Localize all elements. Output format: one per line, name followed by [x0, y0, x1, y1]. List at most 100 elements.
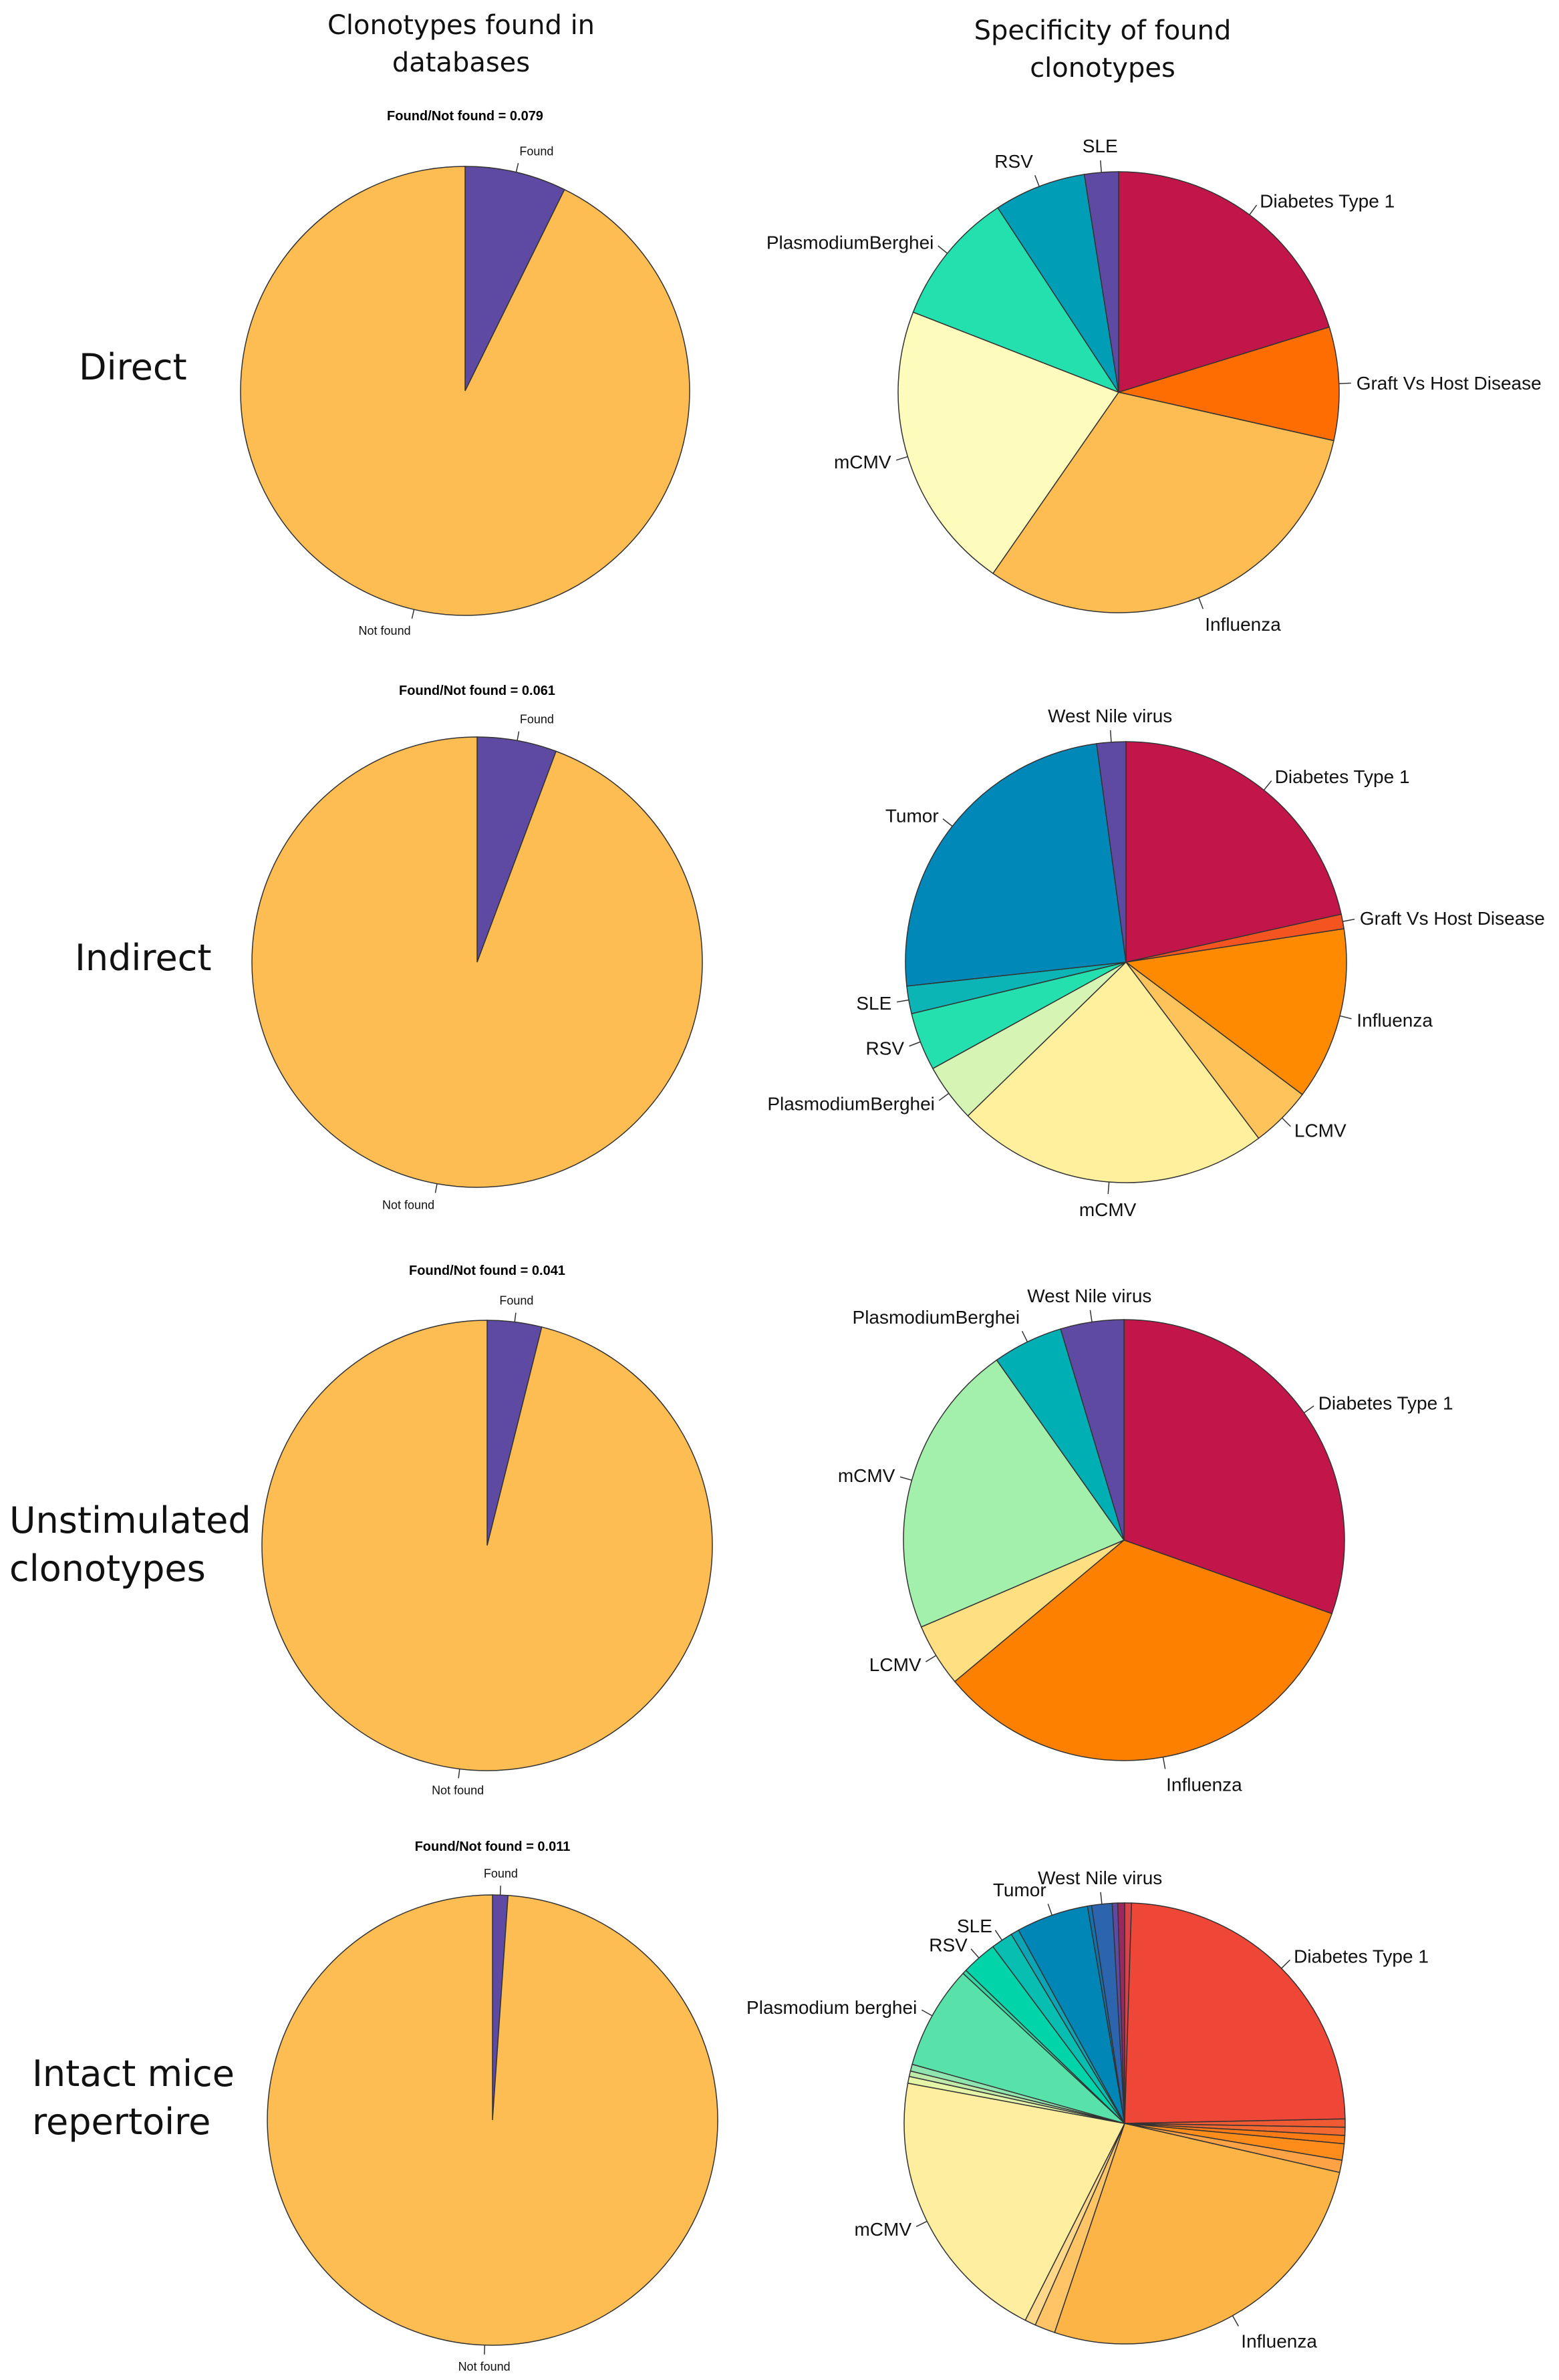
pie-4-tick-diabetes-type-1 — [1263, 780, 1272, 791]
row-label-unstimulated: Unstimulated clonotypes — [9, 1499, 251, 1590]
pie-6-tick-lcmv — [926, 1655, 937, 1662]
pie-6-slice-west-nile-virus — [1060, 1319, 1125, 1541]
pie-5-label-not-found: Not found — [432, 1784, 484, 1797]
pie-4-label-plasmodiumberghei: PlasmodiumBerghei — [767, 1094, 935, 1114]
pie-2-label-diabetes-type-1: Diabetes Type 1 — [1260, 190, 1395, 211]
pie-4-label-graft-vs-host-disease: Graft Vs Host Disease — [1360, 908, 1545, 929]
pie-4-label-west-nile-virus: West Nile virus — [1048, 706, 1172, 726]
pie-4-label-lcmv: LCMV — [1294, 1120, 1347, 1141]
pie-8-slice-influenza — [1054, 2123, 1340, 2345]
pie-4-label-tumor: Tumor — [885, 805, 939, 826]
pie-1-label-not-found: Not found — [359, 624, 411, 637]
pie-6-slice-mcmv — [903, 1359, 1125, 1628]
pie-6-label-influenza: Influenza — [1166, 1775, 1242, 1795]
row-label-intact: Intact mice repertoire — [32, 2053, 235, 2143]
pie-6-label-mcmv: mCMV — [838, 1465, 895, 1486]
pie-chart-3: Found Not found Found/Not found = 0.061 — [251, 684, 703, 1212]
pie-3-label-not-found: Not found — [382, 1199, 434, 1212]
pie-1-slice-not-found — [240, 166, 690, 616]
pie-7-label-found: Found — [484, 1867, 518, 1880]
pie-2-tick-influenza — [1198, 597, 1204, 609]
pie-4-label-influenza: Influenza — [1357, 1010, 1433, 1031]
pie-8-slice-plasmodium-berghei — [911, 1972, 1125, 2124]
pie-2-tick-rsv — [1034, 175, 1040, 187]
pie-2-tick-mcmv — [895, 456, 908, 461]
pie-3-label-found: Found — [520, 713, 554, 726]
pie-6-label-lcmv: LCMV — [869, 1654, 922, 1675]
pie-8-label-rsv: RSV — [929, 1935, 968, 1956]
left-column-header: Clonotypes found in databases — [327, 10, 595, 78]
pie-2-label-mcmv: mCMV — [834, 452, 891, 472]
pie-8-slice-mcmv — [903, 2082, 1126, 2321]
pie-4-tick-lcmv — [1282, 1117, 1291, 1127]
right-column-header: Specificity of found clonotypes — [974, 15, 1232, 84]
pie-4-slice-mcmv — [967, 961, 1260, 1183]
pie-1-slice-found — [464, 166, 565, 392]
pie-3-title: Found/Not found = 0.061 — [399, 684, 555, 698]
pie-2-tick-plasmodiumberghei — [938, 245, 948, 254]
pie-chart-6: Diabetes Type 1 Influenza LCMV mCMV Plasmodi… — [838, 1286, 1453, 1795]
pie-8-slice-minor-24 — [1117, 1902, 1125, 2124]
pie-4-label-sle: SLE — [856, 993, 891, 1014]
pie-3-slice-not-found — [251, 736, 703, 1188]
pie-2-tick-graft-vs-host-disease — [1338, 382, 1351, 384]
pie-8-label-sle: SLE — [957, 1916, 992, 1936]
pie-8-tick-west-nile-virus — [1100, 1892, 1103, 1904]
pie-2-label-influenza: Influenza — [1205, 614, 1281, 635]
pie-2-label-rsv: RSV — [994, 151, 1033, 172]
pie-4-tick-graft-vs-host-disease — [1342, 919, 1355, 922]
pie-chart-4: Diabetes Type 1 Graft Vs Host Disease Infl… — [767, 706, 1545, 1220]
pie-7-label-not-found: Not found — [458, 2360, 511, 2373]
pie-8-label-west-nile-virus: West Nile virus — [1038, 1868, 1162, 1888]
pie-6-tick-diabetes-type-1 — [1304, 1405, 1314, 1414]
pie-8-label-tumor: Tumor — [993, 1880, 1046, 1900]
pie-5-label-found: Found — [499, 1294, 533, 1308]
pie-2-tick-diabetes-type-1 — [1249, 204, 1258, 215]
row-label-indirect: Indirect — [75, 937, 212, 979]
pie-6-tick-plasmodiumberghei — [1021, 1330, 1028, 1342]
pie-6-label-plasmodiumberghei: PlasmodiumBerghei — [853, 1307, 1020, 1328]
pie-7-title: Found/Not found = 0.011 — [415, 1839, 571, 1854]
pie-chart-7: Found Not found Found/Not found = 0.011 — [267, 1839, 718, 2373]
pie-6-slice-influenza — [954, 1539, 1333, 1761]
pie-chart-5: Found Not found Found/Not found = 0.041 — [261, 1263, 713, 1797]
pie-4-tick-tumor — [942, 818, 953, 827]
pie-chart-2: Diabetes Type 1 Graft Vs Host Disease Infl… — [766, 136, 1542, 635]
pie-4-tick-mcmv — [1107, 1181, 1110, 1195]
pie-6-label-diabetes-type-1: Diabetes Type 1 — [1318, 1392, 1453, 1413]
pie-2-slice-graft-vs-host-disease — [1117, 326, 1340, 442]
pie-3-tick-not-found — [434, 1183, 438, 1193]
pie-8-label-diabetes-type-1: Diabetes Type 1 — [1294, 1946, 1429, 1967]
pie-4-tick-rsv — [909, 1041, 921, 1047]
pie-7-slice-not-found — [267, 1894, 718, 2346]
pie-4-tick-plasmodiumberghei — [938, 1092, 950, 1101]
pie-8-label-mcmv: mCMV — [854, 2219, 911, 2240]
pie-5-tick-not-found — [458, 1769, 460, 1779]
pie-4-label-rsv: RSV — [866, 1038, 905, 1058]
row-label-direct: Direct — [79, 346, 187, 388]
pie-5-title: Found/Not found = 0.041 — [409, 1263, 565, 1278]
pie-6-tick-mcmv — [899, 1476, 912, 1481]
pie-2-slice-influenza — [992, 392, 1334, 613]
pie-4-slice-influenza — [1125, 928, 1347, 1096]
pie-chart-8: Diabetes Type 1 Influenza mCMV Plasmodium b… — [746, 1868, 1429, 2352]
pie-chart-1: Found Not found Found/Not found = 0.079 — [240, 109, 690, 637]
pie-4-slice-tumor — [905, 743, 1127, 987]
pie-8-tick-mcmv — [915, 2220, 928, 2228]
pie-8-tick-tumor — [1047, 1904, 1052, 1916]
pie-8-tick-sle — [994, 1930, 1003, 1941]
pie-1-label-found: Found — [519, 144, 553, 158]
pie-4-label-diabetes-type-1: Diabetes Type 1 — [1275, 766, 1410, 787]
pie-1-title: Found/Not found = 0.079 — [387, 109, 543, 124]
pie-8-tick-influenza — [1232, 2315, 1240, 2327]
pie-4-tick-influenza — [1339, 1015, 1352, 1020]
pie-6-tick-west-nile-virus — [1089, 1310, 1093, 1322]
pie-2-slice-sle — [1083, 171, 1119, 393]
pie-3-tick-found — [517, 731, 520, 741]
pie-4-tick-sle — [897, 999, 909, 1003]
pie-5-slice-not-found — [261, 1320, 713, 1771]
pie-6-slice-diabetes-type-1 — [1123, 1319, 1345, 1615]
pie-8-tick-diabetes-type-1 — [1281, 1959, 1290, 1969]
